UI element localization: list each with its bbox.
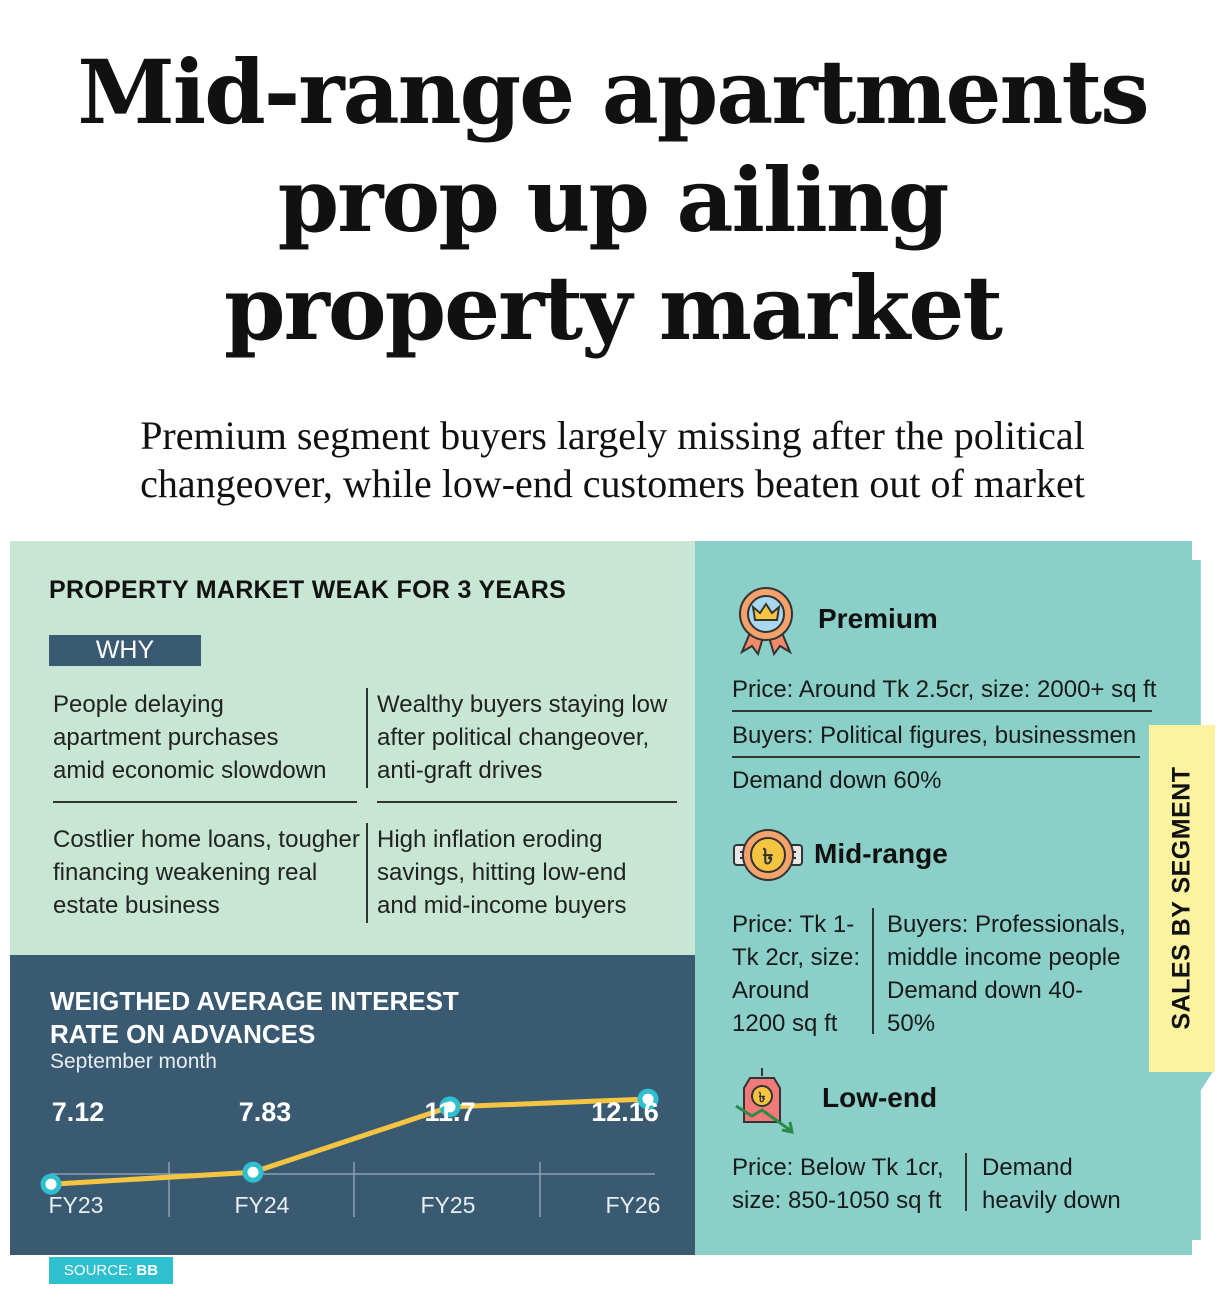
data-point xyxy=(439,1096,461,1118)
data-label: 11.7 xyxy=(424,1097,475,1127)
subheadline: Premium segment buyers largely missing a… xyxy=(0,412,1225,508)
sales-by-segment-label: SALES BY SEGMENT xyxy=(1167,766,1196,1030)
divider xyxy=(366,823,368,923)
x-tick-label: FY26 xyxy=(606,1192,661,1218)
x-tick-label: FY25 xyxy=(421,1192,476,1218)
taka-coin-icon: ৳ xyxy=(733,829,803,881)
svg-text:৳: ৳ xyxy=(759,1090,766,1106)
lowend-demand: Demand heavily down xyxy=(982,1154,1121,1214)
svg-text:৳: ৳ xyxy=(763,845,774,870)
divider xyxy=(732,756,1140,758)
divider xyxy=(377,801,677,803)
midrange-buyers: Buyers: Professionals, middle income peop… xyxy=(887,911,1126,1037)
reason-item: Costlier home loans, tougher financing we… xyxy=(53,826,360,919)
divider xyxy=(872,908,874,1034)
midrange-price: Price: Tk 1- Tk 2cr, size: Around 1200 sq f… xyxy=(732,911,861,1037)
premium-price: Price: Around Tk 2.5cr, size: 2000+ sq f… xyxy=(732,676,1157,703)
reason-item: People delaying apartment purchases amid e… xyxy=(53,691,327,784)
x-tick-label: FY24 xyxy=(235,1192,290,1218)
subheadline-line: Premium segment buyers largely missing a… xyxy=(140,413,1085,458)
series-line xyxy=(50,1096,649,1187)
segments-panel xyxy=(695,541,1192,1255)
price-tag-down-icon: ৳ xyxy=(735,1068,794,1134)
why-panel-title: PROPERTY MARKET WEAK FOR 3 YEARS xyxy=(49,576,567,604)
data-label: 7.83 xyxy=(239,1097,292,1127)
chart-panel xyxy=(10,955,695,1255)
why-tag: WHY xyxy=(49,635,201,666)
subheadline-line: changeover, while low-end customers beat… xyxy=(140,461,1085,506)
interest-rate-chart: 7.12 FY23 7.83 FY24 11.7 FY25 12.16 FY26 xyxy=(40,1088,661,1218)
divider xyxy=(53,801,357,803)
source-badge: SOURCE: BB xyxy=(49,1257,173,1284)
premium-title: Premium xyxy=(818,603,938,634)
lowend-title: Low-end xyxy=(822,1082,938,1113)
data-point xyxy=(242,1161,264,1183)
headline-line: Mid-range apartments xyxy=(77,40,1149,144)
reason-item: Wealthy buyers staying low after politica… xyxy=(377,691,668,784)
data-point xyxy=(637,1088,659,1110)
lowend-price: Price: Below Tk 1cr, size: 850-1050 sq ft xyxy=(732,1154,944,1214)
premium-buyers: Buyers: Political figures, businessmen xyxy=(732,722,1137,749)
headline-line: property market xyxy=(224,256,1003,360)
x-tick-label: FY23 xyxy=(49,1192,104,1218)
premium-demand: Demand down 60% xyxy=(732,767,942,794)
divider xyxy=(366,688,368,788)
chart-subtitle: September month xyxy=(50,1050,217,1073)
headline-line: prop up ailing xyxy=(277,148,950,252)
sales-by-segment-tab xyxy=(1149,725,1215,1072)
data-point xyxy=(40,1173,62,1195)
badge-icon xyxy=(739,587,793,656)
headline: Mid-range apartments prop up ailing prop… xyxy=(0,38,1225,362)
data-label: 12.16 xyxy=(591,1097,659,1127)
data-label: 7.12 xyxy=(52,1097,105,1127)
why-panel xyxy=(10,541,695,955)
chart-title: WEIGTHED AVERAGE INTEREST RATE ON ADVANC… xyxy=(50,986,459,1049)
reason-item: High inflation eroding savings, hitting l… xyxy=(377,826,627,919)
midrange-title: Mid-range xyxy=(814,838,948,869)
divider xyxy=(732,710,1152,712)
divider xyxy=(965,1153,967,1211)
